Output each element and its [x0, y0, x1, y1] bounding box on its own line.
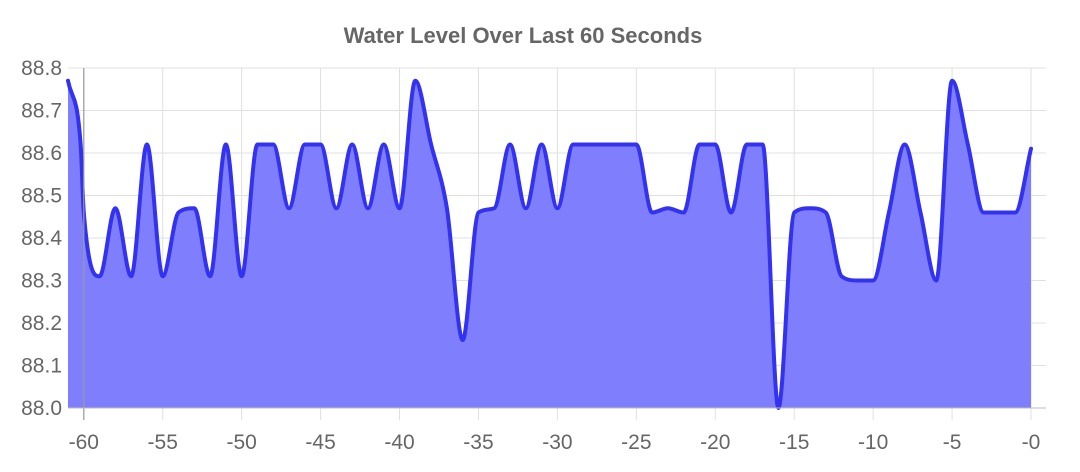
x-tick-label: -50	[226, 431, 256, 454]
x-tick-label: -5	[943, 431, 962, 454]
y-tick-label: 88.8	[21, 57, 62, 80]
y-tick-label: 88.1	[21, 355, 62, 378]
y-tick-label: 88.5	[21, 185, 62, 208]
series-area-fill	[68, 80, 1031, 408]
x-tick-label: -55	[148, 431, 178, 454]
x-tick-label: -0	[1022, 431, 1041, 454]
y-tick-label: 88.7	[21, 100, 62, 123]
axes	[68, 68, 1046, 420]
y-tick-label: 88.6	[21, 142, 62, 165]
x-axis-tick-labels: -60 -55 -50 -45 -40 -35 -30 -25 -20 -15 -10 -5 -0	[69, 431, 1041, 454]
x-tick-label: -40	[384, 431, 414, 454]
x-tick-label: -25	[621, 431, 651, 454]
x-tick-label: -20	[700, 431, 730, 454]
x-tick-label: -10	[858, 431, 888, 454]
x-tick-label: -60	[69, 431, 99, 454]
x-tick-label: -35	[463, 431, 493, 454]
y-tick-label: 88.0	[21, 397, 62, 420]
y-tick-label: 88.4	[21, 227, 62, 250]
y-tick-label: 88.2	[21, 312, 62, 335]
x-tick-label: -15	[779, 431, 809, 454]
y-axis-tick-labels: 88.0 88.1 88.2 88.3 88.4 88.5 88.6 88.7 88.8	[21, 57, 62, 420]
x-tick-label: -45	[305, 431, 335, 454]
series-line	[66, 78, 1033, 410]
chart-title: Water Level Over Last 60 Seconds	[344, 23, 703, 48]
x-tick-label: -30	[542, 431, 572, 454]
y-tick-label: 88.3	[21, 270, 62, 293]
